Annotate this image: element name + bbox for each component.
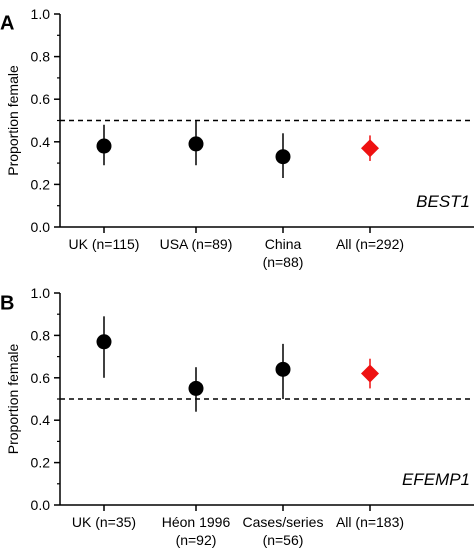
y-axis-title: Proportion female xyxy=(5,344,21,455)
x-tick-label: (n=56) xyxy=(263,532,304,548)
y-tick-label: 0.0 xyxy=(31,219,51,235)
data-point xyxy=(96,334,112,350)
panel-label: A xyxy=(0,13,14,35)
gene-annotation: BEST1 xyxy=(416,192,470,211)
y-tick-label: 0.4 xyxy=(31,134,51,150)
x-tick-label: UK (n=115) xyxy=(69,236,140,252)
data-point xyxy=(188,380,204,396)
y-axis-title: Proportion female xyxy=(5,65,21,176)
panel-label: B xyxy=(0,293,14,315)
gene-annotation: EFEMP1 xyxy=(402,470,470,489)
x-tick-label: (n=88) xyxy=(263,254,304,270)
data-point-diamond xyxy=(361,139,379,158)
y-tick-label: 0.0 xyxy=(31,497,51,513)
x-tick-label: (n=92) xyxy=(176,532,217,548)
data-point xyxy=(188,136,204,152)
chart-panel-a: A 0.0 0.2 0.4 0.6 0.8 1.0 Proportion female UK (… xyxy=(0,6,474,270)
y-tick-label: 0.2 xyxy=(31,176,51,192)
x-tick-label: China xyxy=(265,236,302,252)
y-tick-label: 0.2 xyxy=(31,455,51,471)
y-tick-label: 0.8 xyxy=(31,49,51,65)
y-tick-label: 1.0 xyxy=(31,6,51,22)
y-tick-label: 0.4 xyxy=(31,412,51,428)
x-tick-label: Cases/series xyxy=(243,514,324,530)
y-tick-label: 0.6 xyxy=(31,91,51,107)
x-tick-label: All (n=183) xyxy=(336,514,404,530)
data-point xyxy=(275,361,291,377)
x-tick-label: USA (n=89) xyxy=(160,236,233,252)
x-tick-label: All (n=292) xyxy=(336,236,404,252)
x-tick-label: UK (n=35) xyxy=(72,514,136,530)
data-point xyxy=(275,149,291,165)
chart-panel-b: B 0.0 0.2 0.4 0.6 0.8 1.0 Proportion female UK (… xyxy=(0,285,474,548)
y-tick-label: 0.6 xyxy=(31,370,51,386)
data-point xyxy=(96,138,112,154)
data-point-diamond xyxy=(361,364,379,383)
y-tick-label: 0.8 xyxy=(31,327,51,343)
x-tick-label: Héon 1996 xyxy=(162,514,231,530)
y-tick-label: 1.0 xyxy=(31,285,51,301)
